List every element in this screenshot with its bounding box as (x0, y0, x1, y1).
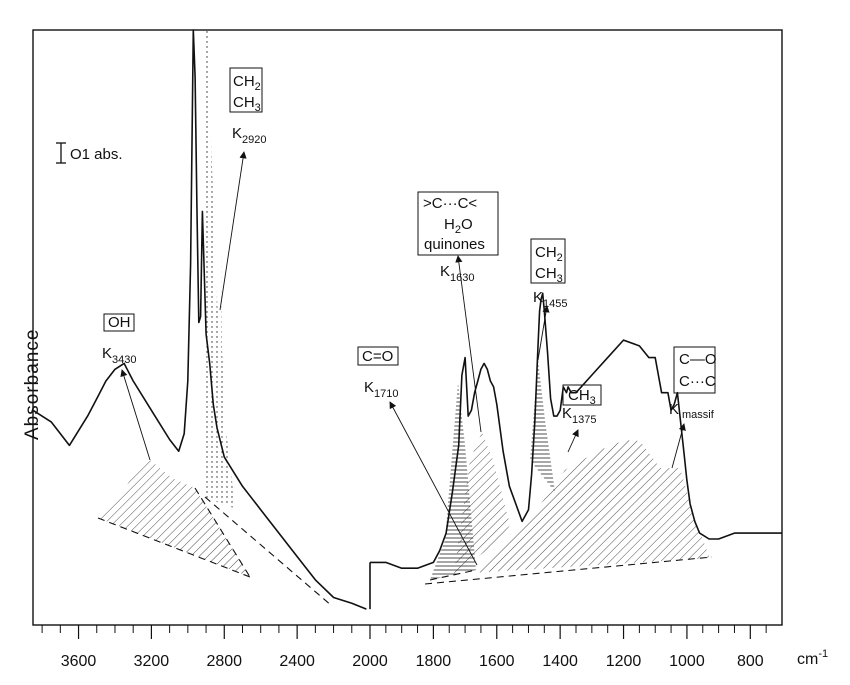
annotation-box-text: OH (108, 314, 131, 331)
y-axis-label: Absorbance (22, 329, 43, 440)
annotation-box (562, 384, 602, 406)
annotation-arrow (219, 151, 247, 311)
annotation-arrow (455, 255, 482, 433)
baseline-2920-b (204, 496, 333, 607)
x-tick-label: 1600 (479, 653, 515, 670)
annotation-box-text: quinones (424, 236, 485, 253)
annotation-label: K1375 (562, 405, 597, 426)
annotation-box-text: CH3 (233, 94, 261, 114)
annotation-arrow (671, 423, 686, 469)
annotation-arrow (567, 429, 579, 453)
scale-bar-label: O1 abs. (70, 146, 123, 163)
annotation-k1455: CH2 CH3 K1455 (530, 238, 568, 361)
x-tick-label: 1800 (416, 653, 452, 670)
baselines (97, 487, 713, 607)
x-tick-label: 1000 (669, 653, 705, 670)
x-tick-label: 1400 (542, 653, 578, 670)
x-unit-label: cm-1 (797, 648, 828, 668)
annotation-box (530, 238, 566, 284)
annotation-label: K3430 (102, 345, 137, 366)
annotation-box-text: H2O (444, 216, 473, 236)
annotation-k1710: C=O K1710 (357, 346, 478, 566)
annotation-box (673, 346, 716, 394)
band-area-oh (98, 460, 250, 577)
baseline-massif (424, 556, 713, 585)
plot-frame (32, 29, 783, 626)
annotation-k2920: CH2 CH3 K2920 (219, 67, 267, 311)
x-tick-label: 800 (737, 653, 764, 670)
annotation-oh: OH K3430 (102, 313, 151, 461)
band-area-k1630 (454, 432, 510, 575)
annotation-box-text: C···C (679, 373, 716, 390)
annotation-label: K2920 (232, 125, 267, 146)
baseline-1710 (429, 569, 477, 581)
baseline-2920-a (194, 487, 251, 578)
annotation-label: K1455 (533, 289, 568, 310)
x-tick-label: 3200 (134, 653, 170, 670)
annotation-label: K1630 (440, 263, 475, 284)
annotation-k1375: CH3 K1375 (562, 384, 602, 453)
annotation-box (357, 346, 399, 366)
annotation-arrow (389, 401, 478, 566)
annotation-box-text: >C···C< (423, 195, 477, 212)
annotation-box (103, 313, 135, 332)
x-tick-label: 3600 (61, 653, 97, 670)
annotation-box-text: C—O (679, 351, 717, 368)
annotation-arrow (120, 369, 151, 461)
scale-bar: O1 abs. (56, 142, 123, 164)
annotation-box (229, 67, 263, 113)
x-tick-label: 2400 (279, 653, 315, 670)
annotation-box-text: CH2 (535, 244, 563, 264)
annotation-arrow (537, 305, 550, 361)
band-area-massif (472, 440, 710, 573)
band-area-ch-2920 (206, 30, 234, 508)
annotation-box-text: CH3 (568, 387, 596, 407)
annotation-box-text: CH3 (535, 265, 563, 285)
annotation-box-text: C=O (362, 348, 393, 365)
spectrum-line-segment-1 (32, 29, 367, 610)
annotation-box (417, 191, 499, 256)
annotation-label: K1710 (364, 379, 399, 400)
baseline-oh (97, 517, 251, 578)
annotation-k1630: >C···C< H2O quinones K1630 (417, 191, 499, 433)
x-tick-label: 2800 (206, 653, 242, 670)
x-axis-ticks: 3600 3200 2800 2400 2000 1800 1600 1400 1200 1000… (41, 625, 767, 670)
x-tick-label: 2000 (352, 653, 388, 670)
annotation-box-text: CH2 (233, 73, 261, 93)
x-tick-label: 1200 (606, 653, 642, 670)
